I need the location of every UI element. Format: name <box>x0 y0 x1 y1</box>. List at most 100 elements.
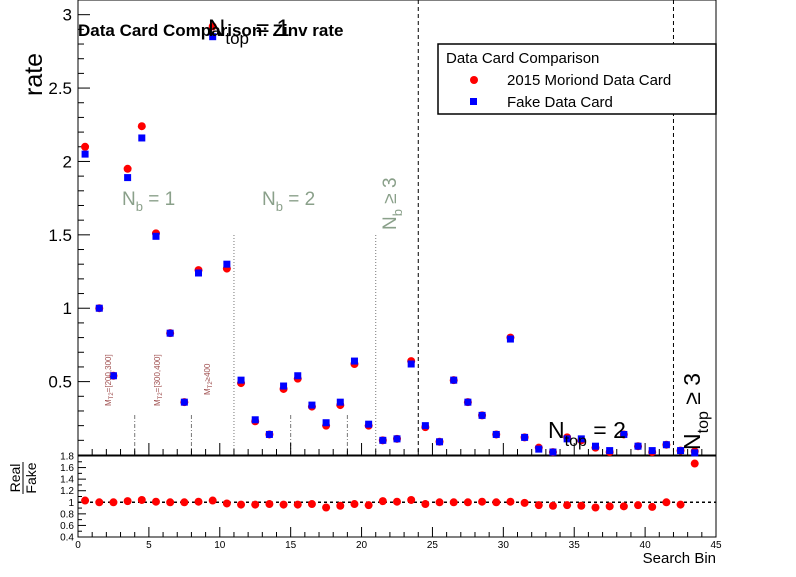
point-ratio <box>151 497 160 506</box>
point-fake <box>691 449 699 457</box>
main-y-tick-label: 1.5 <box>48 226 72 245</box>
ratio-x-tick-label: 35 <box>569 540 581 551</box>
main-plot-frame <box>77 0 717 456</box>
point-fake <box>379 436 387 444</box>
chart-points <box>81 22 699 512</box>
point-moriond <box>208 22 217 31</box>
point-fake <box>577 435 585 443</box>
point-fake <box>506 335 514 343</box>
point-ratio <box>662 498 671 507</box>
point-fake <box>209 33 217 41</box>
point-moriond <box>81 142 90 151</box>
point-ratio <box>605 502 614 511</box>
ratio-x-tick-label: 5 <box>146 540 152 551</box>
point-ratio <box>449 498 458 507</box>
point-ratio <box>237 500 246 509</box>
point-fake <box>81 150 89 158</box>
chart-axis-ticks: 0.511.522.530.40.60.811.21.41.61.80 5 10 15… <box>48 6 722 551</box>
point-ratio <box>336 501 345 510</box>
point-ratio <box>194 497 203 506</box>
legend-box <box>437 43 717 115</box>
annotation-ntop-1: Ntop = 1 <box>208 15 290 48</box>
point-fake <box>521 433 529 441</box>
point-moriond <box>123 164 132 173</box>
point-ratio <box>123 497 132 506</box>
annotation-ntop-3: Ntop ≥ 3 <box>679 373 712 450</box>
main-y-tick-label: 2.5 <box>48 79 72 98</box>
point-fake <box>152 232 160 240</box>
point-ratio <box>634 501 643 510</box>
point-ratio <box>109 498 118 507</box>
legend-marker-fake <box>470 98 477 105</box>
ratio-y-tick-label: 1.2 <box>60 486 74 497</box>
ratio-y-tick-label: 1.8 <box>60 452 74 463</box>
point-ratio <box>506 497 515 506</box>
point-ratio <box>563 501 572 510</box>
y-axis-label: rate <box>20 53 48 96</box>
annotation-ntop-2: Ntop = 2 <box>548 417 626 450</box>
point-fake <box>265 430 273 438</box>
point-fake <box>223 260 231 268</box>
x-axis-label: Search Bin <box>643 550 716 567</box>
point-fake <box>436 438 444 446</box>
point-ratio <box>307 500 316 509</box>
point-fake <box>407 360 415 368</box>
ratio-x-tick-label: 25 <box>427 540 439 551</box>
ratio-y-tick-label: 1.4 <box>60 475 74 486</box>
point-fake <box>322 419 330 427</box>
point-fake <box>606 447 614 455</box>
ratio-plot-frame <box>77 455 717 538</box>
ratio-x-tick-label: 30 <box>498 540 510 551</box>
point-ratio <box>322 503 331 512</box>
ratio-y-tick-label: 0.6 <box>60 521 74 532</box>
ratio-x-tick-label: 15 <box>285 540 297 551</box>
annotation-nb-1: Nb = 1 <box>122 189 175 214</box>
legend-entry-moriond: 2015 Moriond Data Card <box>507 72 671 89</box>
point-ratio <box>463 498 472 507</box>
point-ratio <box>520 498 529 507</box>
point-fake <box>464 398 472 406</box>
ratio-label-numerator: Real <box>7 464 23 493</box>
point-fake <box>308 401 316 409</box>
point-ratio <box>577 501 586 510</box>
point-ratio <box>364 501 373 510</box>
point-fake <box>478 411 486 419</box>
point-fake <box>294 372 302 380</box>
point-fake <box>563 435 571 443</box>
ratio-x-tick-label: 45 <box>710 540 722 551</box>
chart-title: Data Card Comparison: Zinv rate <box>78 21 343 40</box>
annotation-nb-2: Nb = 2 <box>262 189 315 214</box>
point-ratio <box>478 497 487 506</box>
point-ratio <box>251 500 260 509</box>
point-fake <box>95 304 103 312</box>
point-fake <box>677 447 685 455</box>
point-fake <box>350 357 358 365</box>
point-ratio <box>393 497 401 506</box>
point-ratio <box>222 499 231 508</box>
point-ratio <box>421 500 430 509</box>
point-fake <box>280 382 288 390</box>
point-ratio <box>378 497 387 506</box>
point-ratio <box>265 500 274 509</box>
point-fake <box>138 134 146 142</box>
point-fake <box>109 372 117 380</box>
point-ratio <box>293 500 302 509</box>
ratio-x-tick-label: 20 <box>356 540 368 551</box>
point-ratio <box>95 498 104 507</box>
point-fake <box>492 430 500 438</box>
annotation-mt2-3: MT2≥400 <box>203 363 214 395</box>
point-ratio <box>548 501 557 510</box>
ratio-y-tick-label: 1.6 <box>60 463 74 474</box>
point-fake <box>535 445 543 453</box>
point-fake <box>336 398 344 406</box>
ratio-y-tick-label: 1 <box>68 498 74 509</box>
annotation-mt2-1: MT2=[200,300] <box>104 354 115 406</box>
ratio-label-denominator: Fake <box>23 462 39 493</box>
point-fake <box>450 376 458 384</box>
point-ratio <box>591 503 600 512</box>
point-fake <box>648 447 656 455</box>
point-fake <box>251 416 259 424</box>
point-ratio <box>279 500 288 509</box>
annotation-mt2-2: MT2=[300,400] <box>153 354 164 406</box>
